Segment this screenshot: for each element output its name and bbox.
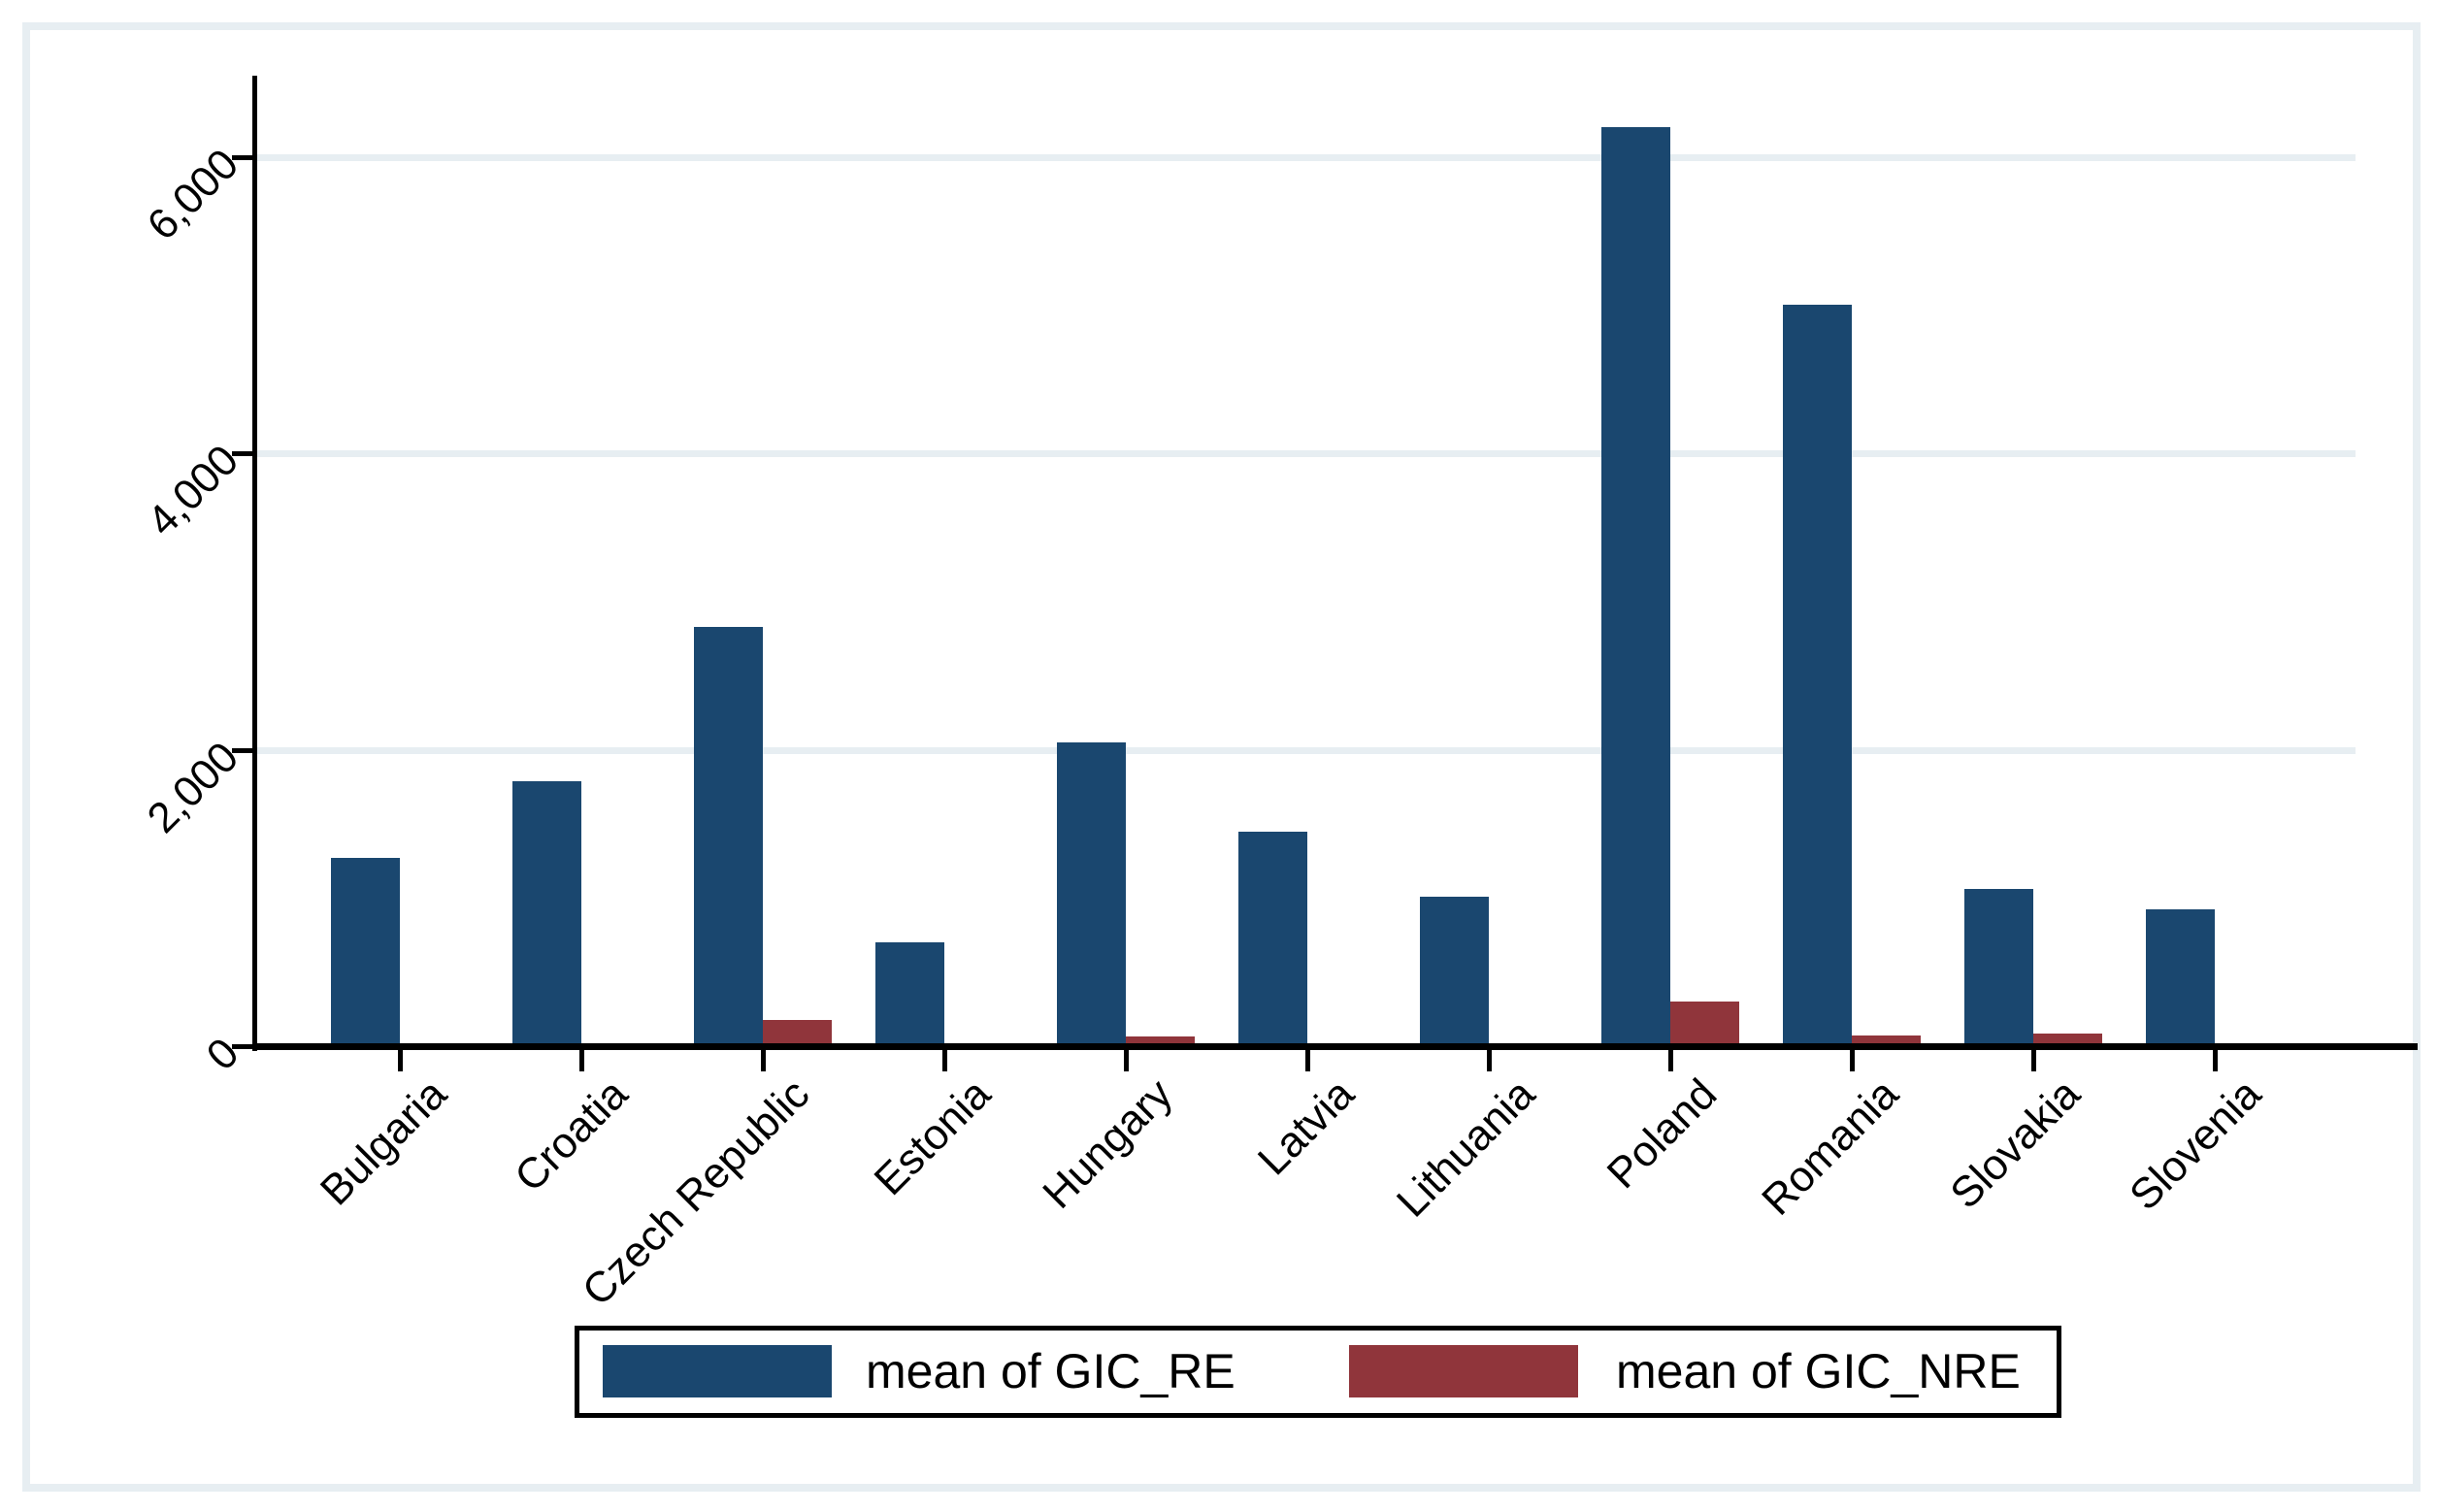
- x-axis-tick: [1124, 1050, 1129, 1071]
- bar-gic-re-czech-republic: [694, 627, 763, 1046]
- x-axis-line: [252, 1043, 2418, 1050]
- bar-gic-re-poland: [1601, 127, 1670, 1046]
- x-axis-tick: [579, 1050, 584, 1071]
- bar-gic-nre-hungary: [1126, 1036, 1195, 1046]
- legend-box: mean of GIC_RE mean of GIC_NRE: [575, 1326, 2061, 1418]
- y-axis-tick: [232, 1044, 257, 1049]
- bar-gic-re-lithuania: [1420, 897, 1489, 1046]
- bar-gic-re-slovakia: [1964, 889, 2033, 1046]
- x-axis-tick: [2031, 1050, 2036, 1071]
- x-axis-tick: [942, 1050, 947, 1071]
- bar-gic-nre-poland: [1670, 1002, 1739, 1046]
- figure-border: [22, 22, 2421, 1492]
- bar-gic-re-romania: [1783, 305, 1852, 1046]
- grid-line: [257, 746, 2356, 754]
- legend-label-gic-re: mean of GIC_RE: [866, 1344, 1235, 1398]
- x-axis-tick: [1487, 1050, 1492, 1071]
- bar-gic-re-croatia: [512, 781, 581, 1046]
- grid-line: [257, 450, 2356, 457]
- bar-gic-re-bulgaria: [331, 858, 400, 1046]
- bar-gic-nre-romania: [1852, 1035, 1921, 1046]
- x-axis-tick: [1305, 1050, 1310, 1071]
- y-axis-line: [252, 76, 257, 1051]
- bar-gic-re-estonia: [875, 942, 944, 1046]
- y-axis-tick: [232, 747, 257, 753]
- y-axis-tick: [232, 451, 257, 456]
- bar-gic-nre-czech-republic: [763, 1020, 832, 1046]
- x-axis-tick: [1668, 1050, 1673, 1071]
- bar-gic-re-latvia: [1238, 832, 1307, 1046]
- legend-label-gic-nre: mean of GIC_NRE: [1616, 1344, 2021, 1398]
- bar-gic-nre-slovakia: [2033, 1034, 2102, 1046]
- x-axis-tick: [1850, 1050, 1855, 1071]
- x-axis-tick: [2213, 1050, 2218, 1071]
- bar-gic-re-hungary: [1057, 742, 1126, 1046]
- x-axis-tick: [398, 1050, 403, 1071]
- grid-line: [257, 153, 2356, 161]
- legend-swatch-gic-nre: [1349, 1345, 1578, 1397]
- y-axis-tick: [232, 154, 257, 160]
- bar-gic-re-slovenia: [2146, 909, 2215, 1046]
- x-axis-tick: [761, 1050, 766, 1071]
- legend-swatch-gic-re: [603, 1345, 832, 1397]
